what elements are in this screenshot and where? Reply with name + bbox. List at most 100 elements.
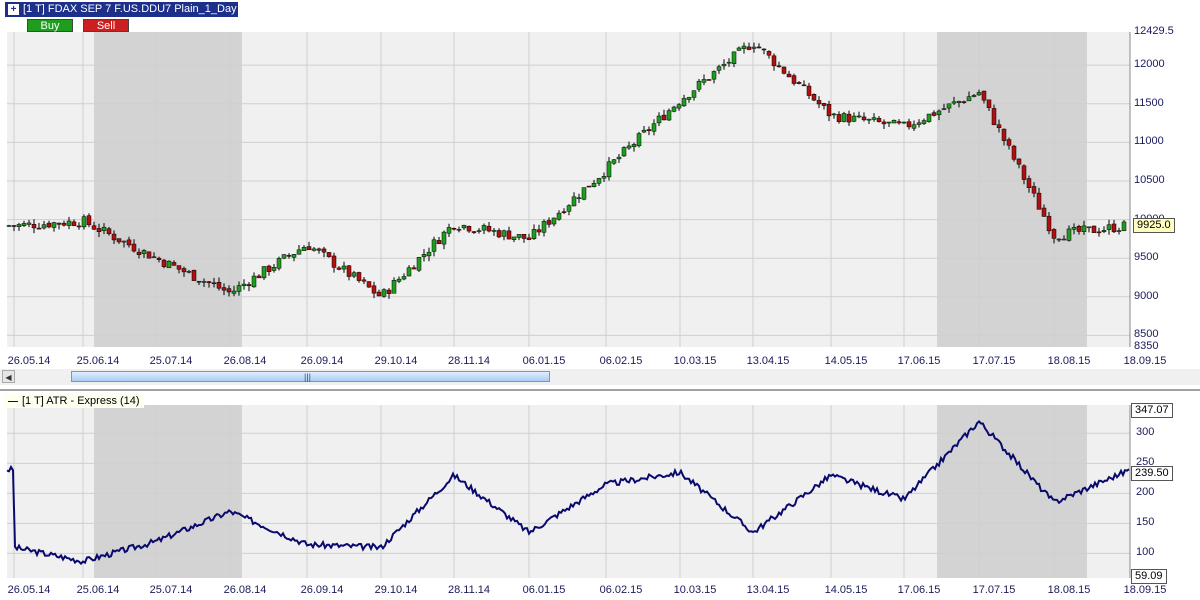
indicator-shade-region bbox=[937, 405, 1087, 578]
expand-icon[interactable]: + bbox=[8, 4, 19, 15]
candle-body bbox=[951, 101, 957, 104]
candle-body bbox=[311, 248, 317, 251]
candle-body bbox=[371, 285, 377, 294]
candle-body bbox=[526, 237, 532, 240]
candle-body bbox=[1016, 158, 1022, 165]
candle-body bbox=[376, 291, 382, 297]
candle-body bbox=[1096, 231, 1102, 234]
candle-body bbox=[11, 225, 17, 227]
candle-body bbox=[926, 113, 932, 122]
y-tick-label: 11000 bbox=[1134, 135, 1164, 148]
x-tick-label: 17.06.15 bbox=[897, 355, 941, 367]
candle-body bbox=[671, 106, 677, 112]
x-tick-label: 13.04.15 bbox=[746, 355, 790, 367]
candle-body bbox=[886, 121, 892, 124]
candle-body bbox=[26, 222, 32, 225]
y-tick-label: 200 bbox=[1136, 486, 1155, 499]
candle-body bbox=[541, 221, 547, 233]
candle-body bbox=[651, 123, 657, 132]
candle-body bbox=[516, 234, 522, 238]
chart-scrollbar[interactable]: ◀ ||| bbox=[0, 369, 1200, 385]
scroll-left-arrow-icon[interactable]: ◀ bbox=[2, 370, 15, 383]
candle-body bbox=[871, 117, 877, 120]
candle-body bbox=[711, 71, 717, 80]
sell-button[interactable]: Sell bbox=[83, 19, 129, 32]
candle-body bbox=[116, 238, 122, 243]
indicator-legend[interactable]: [1 T] ATR - Express (14) bbox=[4, 394, 144, 408]
candle-body bbox=[836, 114, 842, 123]
candle-body bbox=[271, 267, 277, 271]
candle-body bbox=[781, 66, 787, 74]
buy-button[interactable]: Buy bbox=[27, 19, 73, 32]
candle-body bbox=[791, 75, 797, 84]
candle-body bbox=[521, 234, 527, 239]
candle-body bbox=[901, 121, 907, 124]
candle-body bbox=[431, 239, 437, 252]
candle-body bbox=[56, 222, 62, 225]
candle-body bbox=[106, 228, 112, 235]
candle-body bbox=[551, 217, 557, 225]
candle-body bbox=[1081, 225, 1087, 232]
candle-body bbox=[361, 279, 367, 282]
candle-body bbox=[631, 144, 637, 147]
chart-window-title[interactable]: + [1 T] FDAX SEP 7 F.US.DDU7 Plain_1_Day bbox=[5, 2, 238, 17]
candle-body bbox=[206, 281, 212, 284]
candle-body bbox=[556, 212, 562, 220]
candle-body bbox=[721, 63, 727, 67]
candle-body bbox=[266, 265, 272, 272]
candle-body bbox=[646, 129, 652, 131]
candle-body bbox=[136, 251, 142, 255]
candle-body bbox=[776, 65, 782, 68]
candle-body bbox=[196, 280, 202, 283]
candle-body bbox=[111, 233, 117, 241]
candle-body bbox=[456, 229, 462, 231]
candle-body bbox=[806, 85, 812, 96]
candle-body bbox=[616, 156, 622, 160]
candle-body bbox=[626, 145, 632, 149]
candle-body bbox=[636, 133, 642, 147]
candle-body bbox=[156, 257, 162, 260]
x-tick-label: 06.01.15 bbox=[522, 355, 566, 367]
candle-body bbox=[676, 104, 682, 109]
candle-body bbox=[506, 230, 512, 240]
candle-body bbox=[1041, 207, 1047, 217]
candle-body bbox=[566, 205, 572, 212]
candle-body bbox=[876, 118, 882, 122]
candle-body bbox=[36, 227, 42, 230]
candle-body bbox=[991, 108, 997, 125]
candle-body bbox=[856, 115, 862, 118]
candle-body bbox=[756, 46, 762, 49]
scrollbar-thumb[interactable]: ||| bbox=[71, 371, 550, 382]
candle-body bbox=[151, 256, 157, 259]
x-tick-label: 26.05.14 bbox=[7, 584, 51, 596]
indicator-label: [1 T] ATR - Express (14) bbox=[22, 395, 140, 407]
x-tick-label: 18.09.15 bbox=[1123, 355, 1167, 367]
y-tick-label: 8350 bbox=[1134, 340, 1159, 352]
candle-body bbox=[861, 116, 867, 121]
atr-line bbox=[6, 419, 1130, 566]
candle-body bbox=[101, 226, 107, 231]
candle-body bbox=[31, 224, 37, 229]
candle-body bbox=[741, 45, 747, 49]
candle-body bbox=[451, 227, 457, 230]
candle-body bbox=[1001, 128, 1007, 141]
candle-body bbox=[336, 267, 342, 270]
candle-body bbox=[916, 122, 922, 125]
candle-body bbox=[701, 79, 707, 83]
candle-body bbox=[936, 110, 942, 116]
candle-body bbox=[141, 250, 147, 254]
candle-body bbox=[511, 236, 517, 240]
candle-body bbox=[966, 96, 972, 102]
y-tick-label: 9500 bbox=[1134, 251, 1159, 264]
x-tick-label: 18.08.15 bbox=[1047, 584, 1091, 596]
candle-body bbox=[236, 285, 242, 292]
x-tick-label: 14.05.15 bbox=[824, 584, 868, 596]
candle-body bbox=[366, 281, 372, 288]
candle-body bbox=[406, 267, 412, 277]
candle-body bbox=[171, 262, 177, 266]
price-shade-region bbox=[937, 32, 1087, 347]
x-tick-label: 10.03.15 bbox=[673, 584, 717, 596]
x-tick-label: 25.07.14 bbox=[149, 584, 193, 596]
x-tick-label: 06.02.15 bbox=[599, 355, 643, 367]
candle-body bbox=[1021, 165, 1027, 180]
